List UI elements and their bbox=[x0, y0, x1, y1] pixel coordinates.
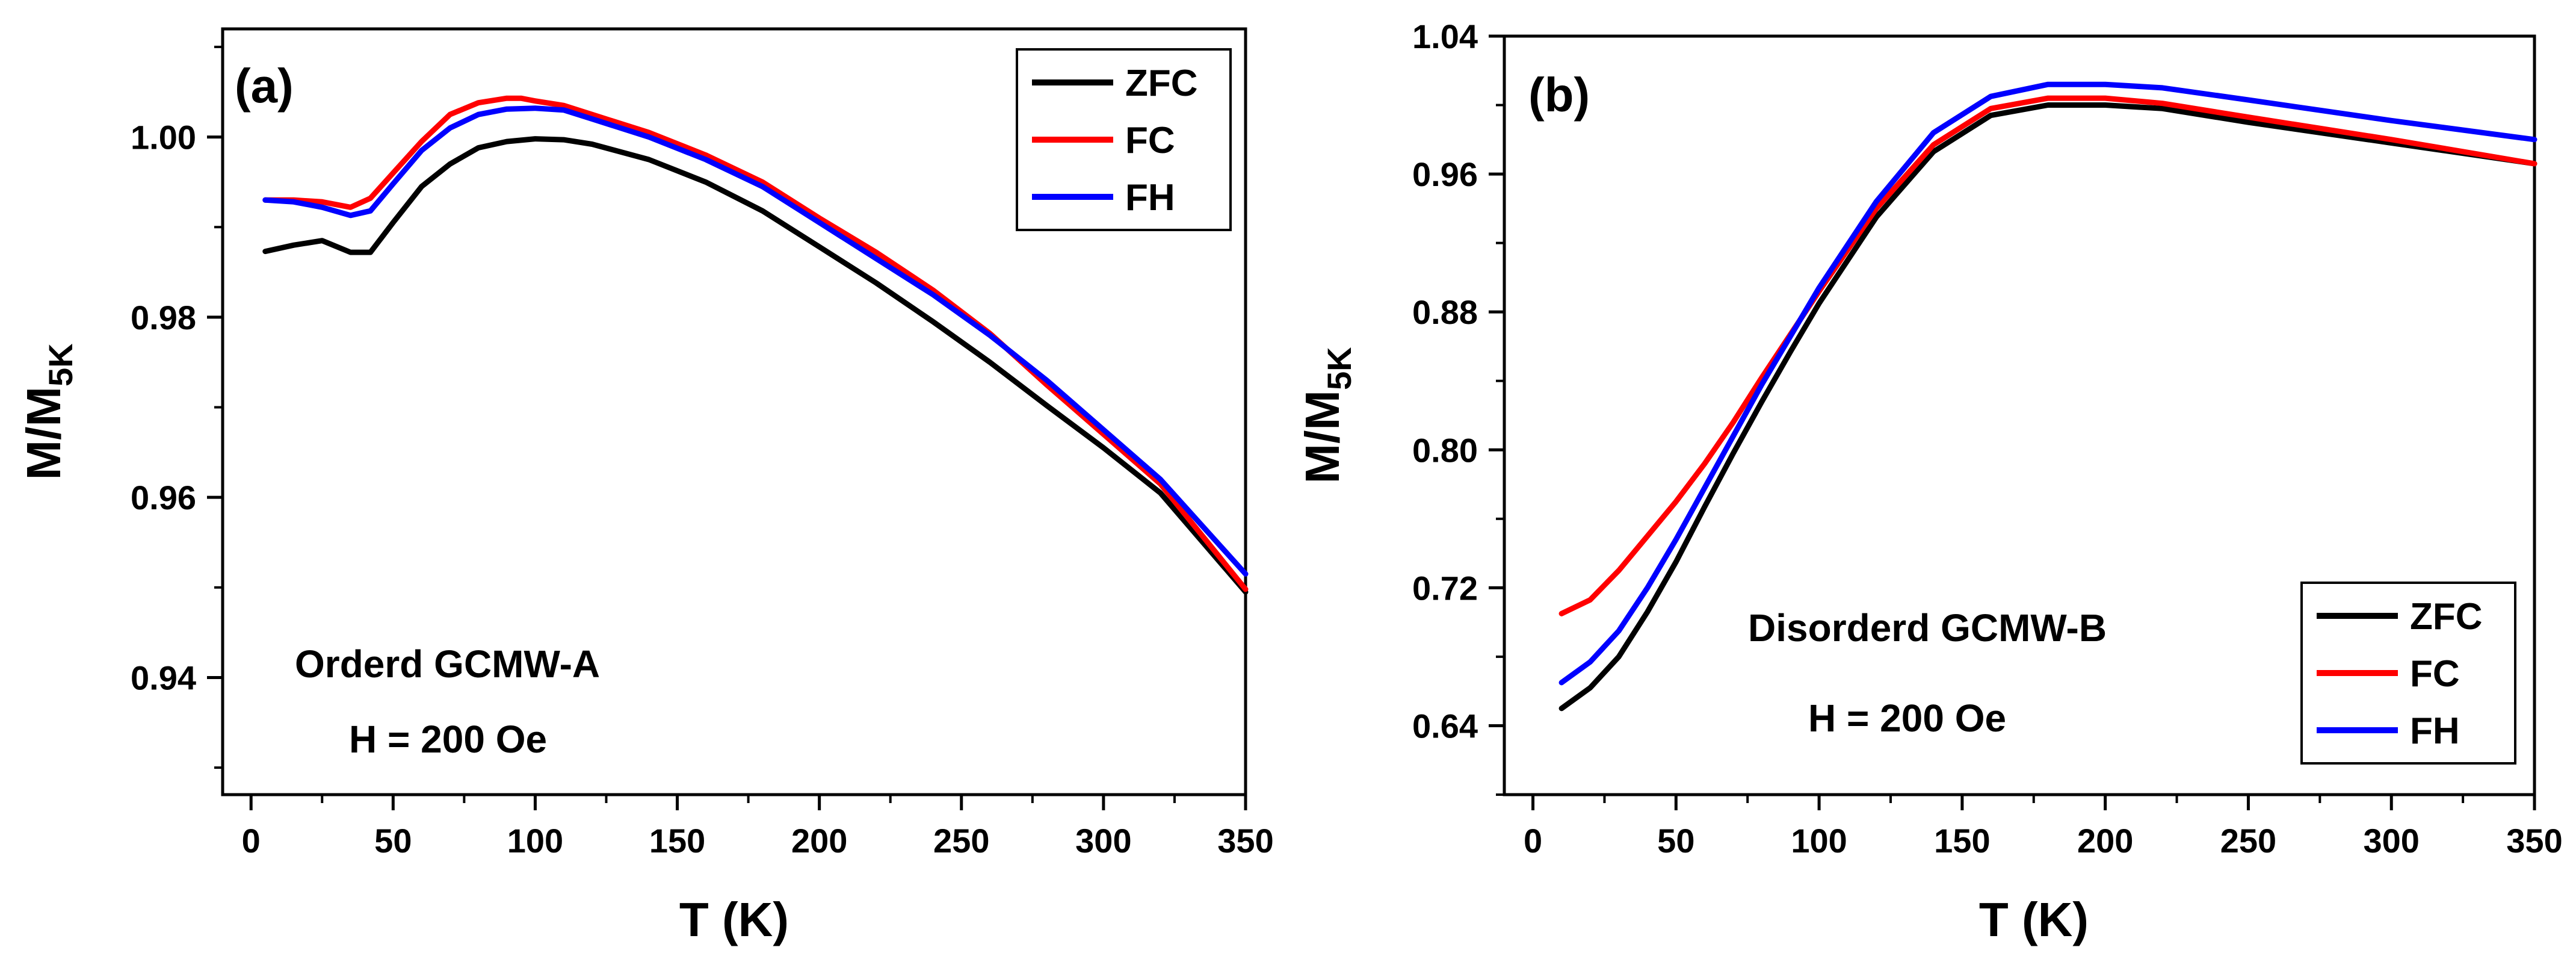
panel-a-y-axis-title-main: M/M bbox=[17, 386, 70, 480]
panel-a-series-fh-line bbox=[262, 105, 1249, 577]
panel-a-series-zfc-line bbox=[262, 136, 1249, 595]
panel-a-y-axis-title: M/M5K bbox=[17, 343, 79, 480]
panel-b-x-tick-label: 150 bbox=[1934, 822, 1990, 860]
panel-a-y-tick-label: 0.96 bbox=[131, 479, 196, 517]
panel-b-x-tick-label: 250 bbox=[2220, 822, 2276, 860]
panel-a-legend-label-fh: FH bbox=[1125, 177, 1175, 219]
panel-a-x-tick-label: 150 bbox=[649, 822, 705, 860]
panel-a-legend-label-fc: FC bbox=[1125, 120, 1175, 161]
panel-b-series-fh-line bbox=[1558, 81, 2537, 686]
panel-a-y-tick-label: 0.98 bbox=[131, 299, 196, 337]
panel-a-x-tick-label: 350 bbox=[1217, 822, 1273, 860]
panel-a-ticks: 0 50 100 150 200 250 300 350 0.94 0.96 0.98 1.00 bbox=[131, 45, 1274, 860]
panel-b-y-tick-label: 0.80 bbox=[1412, 431, 1478, 469]
panel-a-x-tick-label: 200 bbox=[791, 822, 847, 860]
panel-b-y-axis-title-subscript: 5K bbox=[1320, 347, 1358, 390]
panel-b-y-axis-title: M/M5K bbox=[1296, 347, 1358, 483]
panel-a-y-axis-title-subscript: 5K bbox=[42, 343, 79, 386]
panel-a-y-tick-label: 0.94 bbox=[131, 659, 196, 697]
panel-a-label: (a) bbox=[235, 59, 294, 113]
panel-b-y-tick-label: 0.88 bbox=[1412, 293, 1478, 331]
panel-a-x-tick-label: 300 bbox=[1075, 822, 1131, 860]
panel-a-x-tick-label: 50 bbox=[374, 822, 412, 860]
panel-a-chart: 0 50 100 150 200 250 300 350 0.94 0.96 0.98 1.00 (a… bbox=[17, 27, 1274, 946]
panel-b-y-axis-title-main: M/M bbox=[1296, 390, 1349, 484]
panel-a-legend-label-zfc: ZFC bbox=[1125, 63, 1198, 104]
panel-b-legend: ZFC FC FH bbox=[2300, 582, 2516, 765]
panel-b-series-zfc-line bbox=[1558, 102, 2537, 712]
panel-b-annotation-sample: Disorderd GCMW-B bbox=[1748, 606, 2107, 650]
panel-b-legend-label-zfc: ZFC bbox=[2410, 596, 2483, 638]
panel-b-legend-label-fh: FH bbox=[2410, 710, 2460, 752]
panel-a-series bbox=[262, 95, 1249, 595]
panel-b-series bbox=[1558, 81, 2537, 712]
panel-b-x-tick-label: 300 bbox=[2364, 822, 2420, 860]
panel-a-x-tick-label: 250 bbox=[933, 822, 989, 860]
panel-b-annotation-field: H = 200 Oe bbox=[1808, 697, 2006, 740]
panel-a-legend: ZFC FC FH bbox=[1016, 48, 1232, 231]
panel-b-ticks: 0 50 100 150 200 250 300 350 0.64 0.72 0.80 0.88 0.9… bbox=[1412, 17, 2563, 860]
panel-a-annotation-sample: Orderd GCMW-A bbox=[295, 642, 600, 686]
panel-b-legend-label-fc: FC bbox=[2410, 653, 2460, 695]
panel-a-annotation-field: H = 200 Oe bbox=[349, 718, 547, 761]
panel-b-x-tick-label: 200 bbox=[2077, 822, 2133, 860]
panel-a-x-tick-label: 100 bbox=[507, 822, 563, 860]
panel-b-x-tick-label: 50 bbox=[1657, 822, 1694, 860]
panel-a-x-tick-label: 0 bbox=[242, 822, 261, 860]
panel-b-y-tick-label: 0.96 bbox=[1412, 155, 1478, 193]
panel-b-y-tick-label: 0.72 bbox=[1412, 569, 1478, 607]
panel-b-y-tick-label: 1.04 bbox=[1412, 17, 1478, 55]
panel-b-x-axis-title: T (K) bbox=[1979, 893, 2089, 946]
panel-a-y-tick-label: 1.00 bbox=[131, 119, 196, 157]
panel-b-chart: 0 50 100 150 200 250 300 350 0.64 0.72 0.80 0.88 0.9… bbox=[1296, 17, 2563, 946]
panel-b-x-tick-label: 0 bbox=[1524, 822, 1542, 860]
panel-b-x-tick-label: 350 bbox=[2506, 822, 2562, 860]
panel-a-x-axis-title: T (K) bbox=[679, 893, 789, 946]
panel-b-x-tick-label: 100 bbox=[1791, 822, 1847, 860]
panel-b-label: (b) bbox=[1528, 68, 1590, 122]
panel-b-y-tick-label: 0.64 bbox=[1412, 707, 1478, 745]
